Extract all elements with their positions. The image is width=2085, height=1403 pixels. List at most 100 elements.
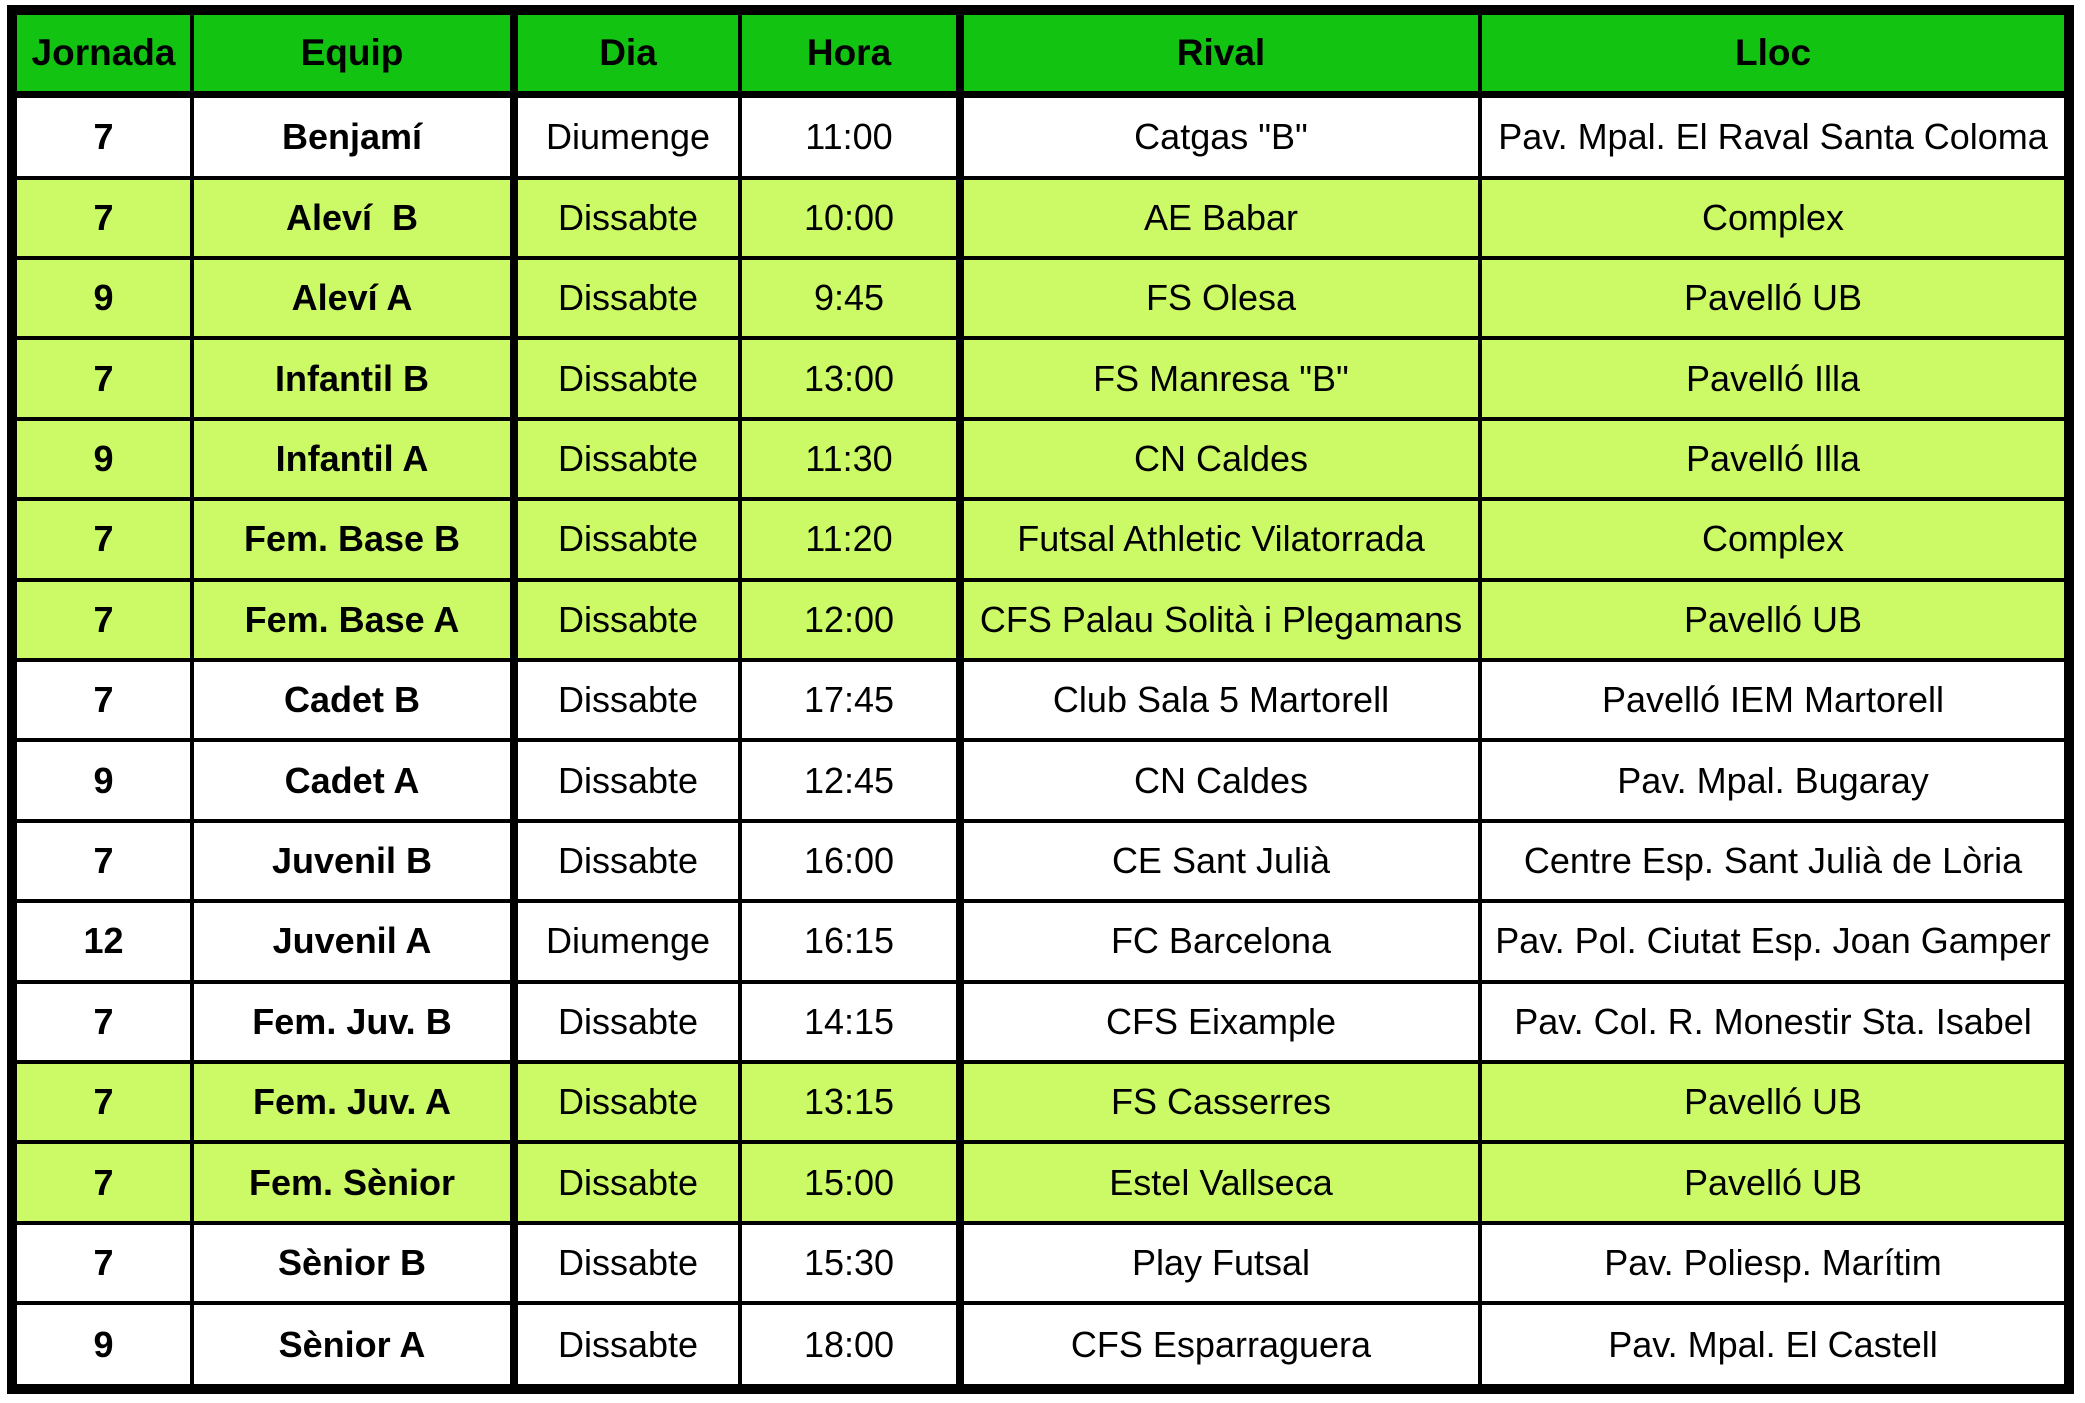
cell-dia: Dissabte bbox=[512, 818, 742, 904]
table-row: 7 Fem. Juv. A Dissabte 13:15 FS Casserres Pav… bbox=[10, 1059, 2071, 1145]
cell-hora: 11:00 bbox=[738, 92, 964, 180]
table-row: 7 Benjamí Diumenge 11:00 Catgas "B" Pav. Mpal… bbox=[10, 92, 2071, 180]
cell-equip: Fem. Sènior bbox=[190, 1140, 518, 1225]
cell-dia: Dissabte bbox=[512, 979, 742, 1065]
table-row: 7 Infantil B Dissabte 13:00 FS Manresa "B" Pa… bbox=[10, 336, 2071, 421]
table-row: 7 Fem. Juv. B Dissabte 14:15 CFS Eixample Pav… bbox=[10, 979, 2071, 1065]
header-row: Jornada Equip Dia Hora Rival Lloc bbox=[10, 8, 2071, 98]
cell-lloc: Pav. Pol. Ciutat Esp. Joan Gamper bbox=[1478, 899, 2071, 984]
table-row: 7 Juvenil B Dissabte 16:00 CE Sant Julià Cent… bbox=[10, 818, 2071, 904]
cell-lloc: Pav. Col. R. Monestir Sta. Isabel bbox=[1478, 979, 2071, 1065]
cell-jornada: 7 bbox=[10, 336, 194, 421]
cell-equip: Fem. Base A bbox=[190, 577, 518, 662]
table-row: 12 Juvenil A Diumenge 16:15 FC Barcelona Pav.… bbox=[10, 899, 2071, 984]
cell-rival: AE Babar bbox=[958, 175, 1482, 260]
cell-lloc: Pavelló UB bbox=[1478, 1140, 2071, 1225]
cell-dia: Dissabte bbox=[512, 255, 742, 341]
cell-hora: 12:45 bbox=[738, 738, 964, 823]
cell-jornada: 7 bbox=[10, 979, 194, 1065]
schedule-body: 7 Benjamí Diumenge 11:00 Catgas "B" Pav. Mpal… bbox=[10, 92, 2071, 1391]
cell-jornada: 7 bbox=[10, 818, 194, 904]
cell-rival: FS Olesa bbox=[958, 255, 1482, 341]
cell-rival: Estel Vallseca bbox=[958, 1140, 1482, 1225]
cell-equip: Aleví A bbox=[190, 255, 518, 341]
cell-jornada: 7 bbox=[10, 1059, 194, 1145]
cell-lloc: Pav. Mpal. El Castell bbox=[1478, 1301, 2071, 1391]
cell-rival: CFS Eixample bbox=[958, 979, 1482, 1065]
cell-jornada: 9 bbox=[10, 738, 194, 823]
cell-hora: 14:15 bbox=[738, 979, 964, 1065]
cell-equip: Fem. Base B bbox=[190, 497, 518, 582]
cell-lloc: Centre Esp. Sant Julià de Lòria bbox=[1478, 818, 2071, 904]
cell-lloc: Complex bbox=[1478, 497, 2071, 582]
cell-rival: CFS Esparraguera bbox=[958, 1301, 1482, 1391]
column-header-jornada: Jornada bbox=[10, 8, 194, 98]
cell-rival: Futsal Athletic Vilatorrada bbox=[958, 497, 1482, 582]
cell-dia: Dissabte bbox=[512, 1059, 742, 1145]
cell-rival: Club Sala 5 Martorell bbox=[958, 657, 1482, 743]
cell-rival: FC Barcelona bbox=[958, 899, 1482, 984]
cell-dia: Dissabte bbox=[512, 175, 742, 260]
column-header-rival: Rival bbox=[958, 8, 1482, 98]
cell-rival: CN Caldes bbox=[958, 416, 1482, 502]
table-row: 9 Infantil A Dissabte 11:30 CN Caldes Pavelló… bbox=[10, 416, 2071, 502]
cell-hora: 15:30 bbox=[738, 1220, 964, 1306]
cell-jornada: 7 bbox=[10, 1220, 194, 1306]
cell-dia: Dissabte bbox=[512, 1220, 742, 1306]
table-row: 7 Fem. Base B Dissabte 11:20 Futsal Athletic… bbox=[10, 497, 2071, 582]
cell-rival: Play Futsal bbox=[958, 1220, 1482, 1306]
cell-equip: Cadet B bbox=[190, 657, 518, 743]
cell-dia: Diumenge bbox=[512, 92, 742, 180]
cell-hora: 17:45 bbox=[738, 657, 964, 743]
cell-dia: Diumenge bbox=[512, 899, 742, 984]
cell-dia: Dissabte bbox=[512, 657, 742, 743]
cell-rival: CN Caldes bbox=[958, 738, 1482, 823]
table-row: 7 Sènior B Dissabte 15:30 Play Futsal Pav. Po… bbox=[10, 1220, 2071, 1306]
cell-dia: Dissabte bbox=[512, 416, 742, 502]
cell-dia: Dissabte bbox=[512, 738, 742, 823]
cell-equip: Juvenil A bbox=[190, 899, 518, 984]
column-header-equip: Equip bbox=[190, 8, 518, 98]
cell-jornada: 9 bbox=[10, 255, 194, 341]
cell-hora: 11:20 bbox=[738, 497, 964, 582]
cell-jornada: 9 bbox=[10, 1301, 194, 1391]
cell-lloc: Pavelló IEM Martorell bbox=[1478, 657, 2071, 743]
cell-lloc: Complex bbox=[1478, 175, 2071, 260]
table-row: 7 Cadet B Dissabte 17:45 Club Sala 5 Martore… bbox=[10, 657, 2071, 743]
cell-hora: 16:15 bbox=[738, 899, 964, 984]
column-header-dia: Dia bbox=[512, 8, 742, 98]
cell-jornada: 7 bbox=[10, 175, 194, 260]
cell-equip: Fem. Juv. A bbox=[190, 1059, 518, 1145]
cell-lloc: Pav. Poliesp. Marítim bbox=[1478, 1220, 2071, 1306]
cell-jornada: 9 bbox=[10, 416, 194, 502]
cell-equip: Sènior A bbox=[190, 1301, 518, 1391]
cell-hora: 15:00 bbox=[738, 1140, 964, 1225]
cell-hora: 13:00 bbox=[738, 336, 964, 421]
cell-lloc: Pav. Mpal. Bugaray bbox=[1478, 738, 2071, 823]
cell-lloc: Pavelló Illa bbox=[1478, 336, 2071, 421]
cell-rival: Catgas "B" bbox=[958, 92, 1482, 180]
cell-hora: 16:00 bbox=[738, 818, 964, 904]
cell-rival: FS Manresa "B" bbox=[958, 336, 1482, 421]
cell-jornada: 7 bbox=[10, 577, 194, 662]
cell-rival: CE Sant Julià bbox=[958, 818, 1482, 904]
table-row: 9 Sènior A Dissabte 18:00 CFS Esparraguera Pa… bbox=[10, 1301, 2071, 1391]
cell-equip: Juvenil B bbox=[190, 818, 518, 904]
table-row: 7 Fem. Sènior Dissabte 15:00 Estel Vallseca P… bbox=[10, 1140, 2071, 1225]
cell-dia: Dissabte bbox=[512, 336, 742, 421]
cell-lloc: Pavelló UB bbox=[1478, 255, 2071, 341]
cell-hora: 18:00 bbox=[738, 1301, 964, 1391]
cell-jornada: 7 bbox=[10, 92, 194, 180]
cell-dia: Dissabte bbox=[512, 577, 742, 662]
cell-lloc: Pav. Mpal. El Raval Santa Coloma bbox=[1478, 92, 2071, 180]
column-header-hora: Hora bbox=[738, 8, 964, 98]
cell-dia: Dissabte bbox=[512, 1140, 742, 1225]
table-row: 9 Aleví A Dissabte 9:45 FS Olesa Pavelló UB bbox=[10, 255, 2071, 341]
cell-lloc: Pavelló UB bbox=[1478, 577, 2071, 662]
cell-jornada: 12 bbox=[10, 899, 194, 984]
cell-equip: Infantil A bbox=[190, 416, 518, 502]
cell-jornada: 7 bbox=[10, 1140, 194, 1225]
table-row: 7 Fem. Base A Dissabte 12:00 CFS Palau Solit… bbox=[10, 577, 2071, 662]
table-row: 9 Cadet A Dissabte 12:45 CN Caldes Pav. Mpal.… bbox=[10, 738, 2071, 823]
